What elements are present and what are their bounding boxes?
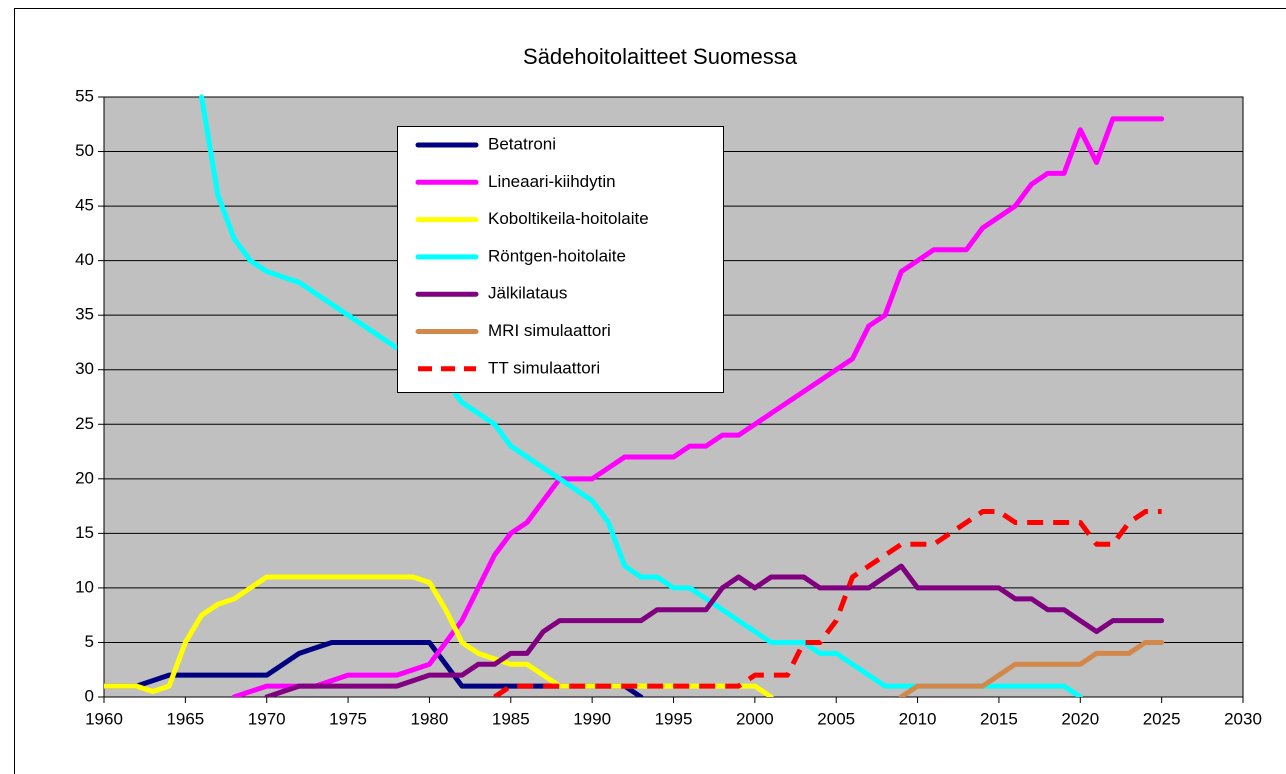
y-tick-label: 0 [85, 686, 94, 705]
y-tick-label: 40 [75, 250, 94, 269]
legend-label: Betatroni [488, 134, 556, 153]
x-tick-label: 2010 [899, 709, 937, 728]
legend-label: TT simulaattori [488, 358, 600, 377]
x-tick-label: 1960 [85, 709, 123, 728]
y-tick-label: 55 [75, 86, 94, 105]
legend-label: Röntgen-hoitolaite [488, 246, 626, 265]
x-tick-label: 1990 [573, 709, 611, 728]
y-tick-label: 50 [75, 141, 94, 160]
chart-title: Sädehoitolaitteet Suomessa [523, 44, 798, 69]
y-tick-label: 30 [75, 359, 94, 378]
y-tick-label: 5 [85, 632, 94, 651]
x-tick-label: 1975 [329, 709, 367, 728]
legend-label: Koboltikeila-hoitolaite [488, 209, 649, 228]
x-tick-label: 2005 [817, 709, 855, 728]
x-tick-label: 1985 [492, 709, 530, 728]
y-tick-label: 15 [75, 523, 94, 542]
legend-label: MRI simulaattori [488, 321, 611, 340]
x-tick-label: 2000 [736, 709, 774, 728]
x-tick-label: 2020 [1061, 709, 1099, 728]
x-tick-label: 1970 [248, 709, 286, 728]
x-tick-label: 2030 [1224, 709, 1262, 728]
series-line [264, 563, 1165, 697]
x-tick-label: 2025 [1143, 709, 1181, 728]
y-tick-label: 35 [75, 305, 94, 324]
legend [397, 126, 724, 393]
y-tick-label: 45 [75, 196, 94, 215]
legend-label: Jälkilataus [488, 284, 567, 303]
plot-border [103, 96, 1244, 698]
series-line [231, 116, 1165, 697]
x-tick-label: 1965 [166, 709, 204, 728]
series-line [898, 639, 1165, 697]
y-tick-label: 10 [75, 577, 94, 596]
legend-label: Lineaari-kiihdytin [488, 172, 616, 191]
y-tick-label: 25 [75, 414, 94, 433]
series-line [493, 509, 1162, 697]
y-tick-label: 20 [75, 468, 94, 487]
x-tick-label: 2015 [980, 709, 1018, 728]
x-tick-label: 1995 [655, 709, 693, 728]
x-tick-label: 1980 [411, 709, 449, 728]
